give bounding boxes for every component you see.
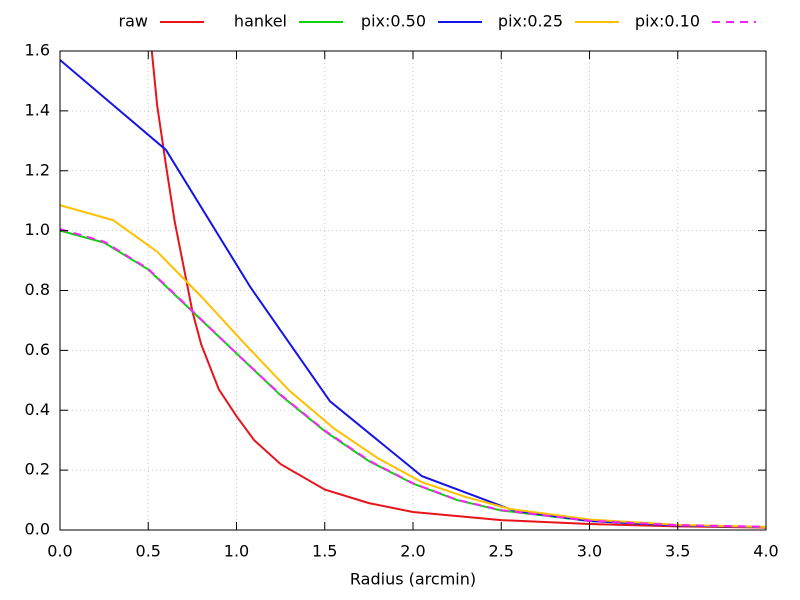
- legend-label: raw: [119, 12, 148, 31]
- legend-label: pix:0.25: [498, 12, 563, 31]
- legend-label: pix:0.50: [361, 12, 426, 31]
- y-tick-label: 1.0: [25, 220, 50, 239]
- x-tick-label: 1.0: [224, 542, 249, 561]
- series-line: [60, 204, 766, 528]
- grid: [59, 50, 767, 531]
- x-tick-label: 0.0: [47, 542, 72, 561]
- x-tick-label: 1.5: [312, 542, 337, 561]
- legend-label: pix:0.10: [635, 12, 700, 31]
- y-tick-label: 0.2: [25, 460, 50, 479]
- y-tick-label: 1.4: [25, 100, 50, 119]
- y-tick-label: 0.4: [25, 400, 50, 419]
- y-tick-label: 1.2: [25, 160, 50, 179]
- x-tick-label: 3.5: [665, 542, 690, 561]
- x-tick-label: 4.0: [753, 542, 778, 561]
- series-line: [150, 51, 766, 529]
- y-tick-label: 1.6: [25, 41, 50, 60]
- series-line: [60, 228, 766, 528]
- x-axis-label: Radius (arcmin): [350, 570, 476, 589]
- y-tick-label: 0.8: [25, 280, 50, 299]
- y-tick-label: 0.6: [25, 340, 50, 359]
- legend-label: hankel: [234, 12, 287, 31]
- y-tick-label: 0.0: [25, 520, 50, 539]
- series-line: [60, 59, 766, 528]
- plot-area: [60, 51, 766, 529]
- x-tick-label: 3.0: [577, 542, 602, 561]
- x-tick-label: 2.0: [400, 542, 425, 561]
- x-tick-label: 0.5: [136, 542, 161, 561]
- x-tick-label: 2.5: [489, 542, 514, 561]
